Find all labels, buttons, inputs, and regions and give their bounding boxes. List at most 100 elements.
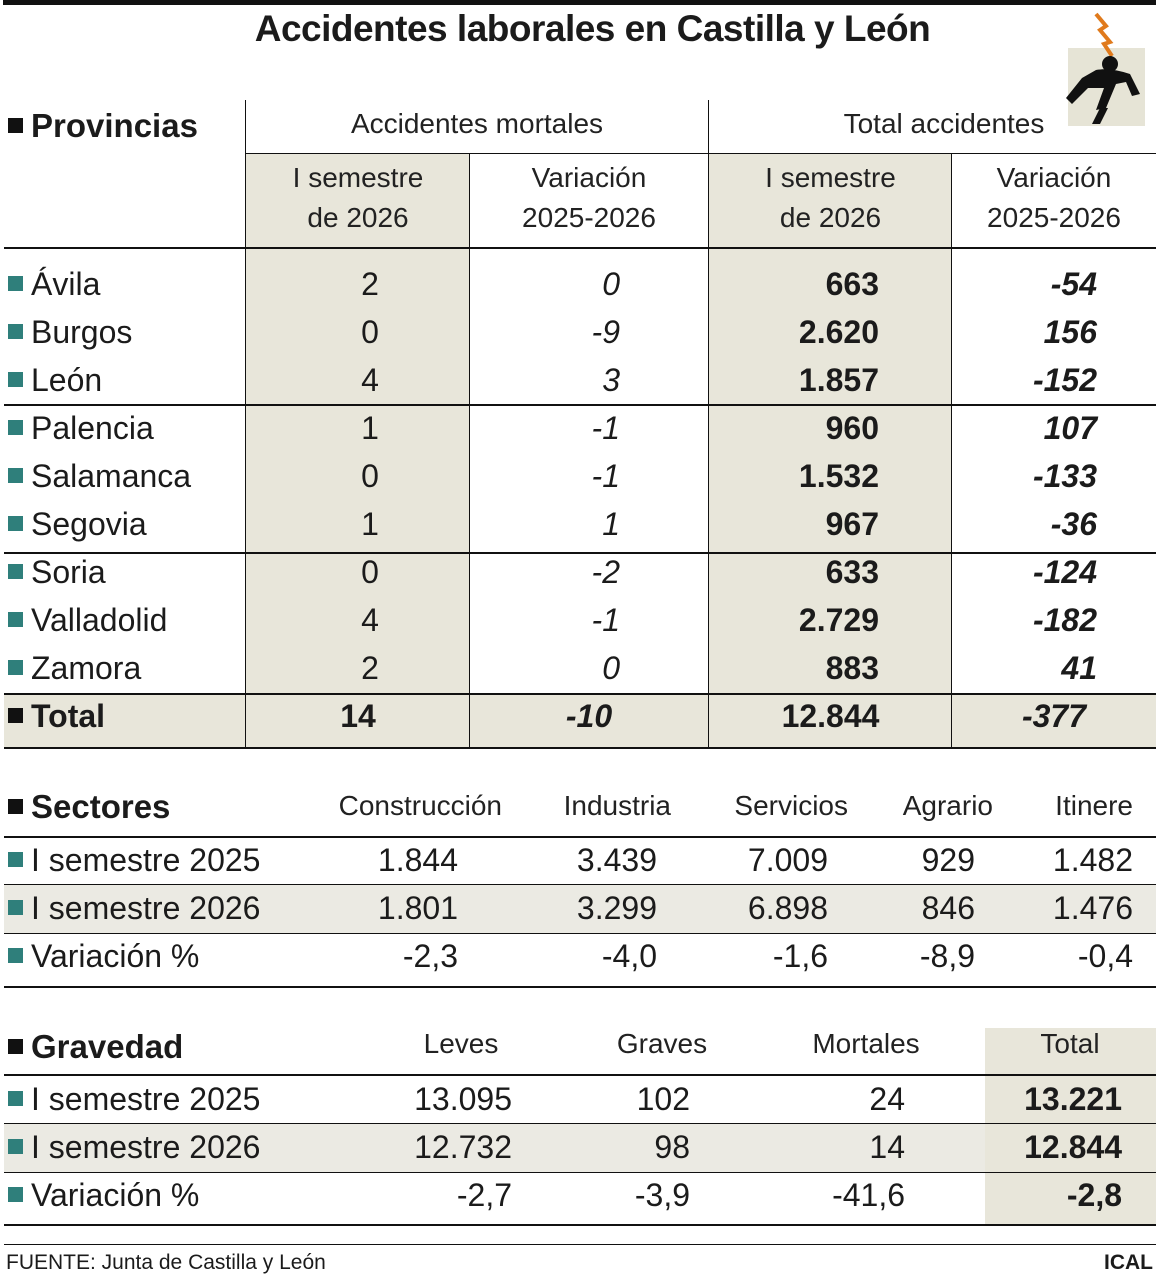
cell-t_sem: 633 xyxy=(825,554,879,590)
province-0-text: Ávila xyxy=(31,266,101,302)
shade-sectores-2026 xyxy=(4,885,1156,934)
subheader-mortales-semestre: I semestre de 2026 xyxy=(292,162,424,233)
bullet-square xyxy=(8,1139,23,1155)
cell-m_sem: 4 xyxy=(361,362,379,398)
cell-t_sem: 967 xyxy=(825,506,879,542)
province-total: Total xyxy=(8,698,105,735)
gravedad-cell: -3,9 xyxy=(634,1177,690,1213)
cell-t_var: -124 xyxy=(1032,554,1097,590)
gravedad-col-header: Total xyxy=(1040,1028,1100,1059)
sectores-cell: 6.898 xyxy=(747,890,828,926)
cell-t_sem: 663 xyxy=(825,266,879,302)
bullet-square xyxy=(8,324,23,340)
province-total-text: Total xyxy=(31,698,106,734)
province-8: Zamora xyxy=(8,650,141,687)
bullet-square xyxy=(8,900,23,916)
sectores-cell: 7.009 xyxy=(747,842,828,878)
shade-total-row xyxy=(4,694,1156,748)
bullet-square xyxy=(8,564,23,580)
cell-m_sem: 0 xyxy=(361,458,379,494)
total-t_var: -377 xyxy=(1021,698,1087,734)
section-sectores: Sectores xyxy=(8,788,170,826)
cell-t_sem: 2.620 xyxy=(798,314,879,350)
bullet-square xyxy=(8,1091,23,1107)
bullet-square xyxy=(8,420,23,436)
sectores-cell: -0,4 xyxy=(1077,938,1133,974)
sectores-row-0: I semestre 2025 xyxy=(8,842,260,879)
subheader-mortales-variacion: Variación 2025-2026 xyxy=(522,162,656,233)
sectores-cell: 1.801 xyxy=(377,890,458,926)
sectores-cell: 3.299 xyxy=(576,890,657,926)
gravedad-row-1: I semestre 2026 xyxy=(8,1129,260,1166)
gravedad-cell: 24 xyxy=(869,1081,905,1117)
sectores-cell: 1.482 xyxy=(1052,842,1133,878)
cell-m_sem: 0 xyxy=(361,554,379,590)
cell-t_var: 107 xyxy=(1043,410,1097,446)
gravedad-cell: 13.095 xyxy=(414,1081,512,1117)
province-6-text: Soria xyxy=(31,554,106,590)
sectores-cell: -8,9 xyxy=(919,938,975,974)
page-title: Accidentes laborales en Castilla y León xyxy=(254,8,931,49)
top-rule xyxy=(3,0,1156,5)
bullet-square xyxy=(8,372,23,388)
sectores-col-header: Agrario xyxy=(902,790,993,821)
cell-t_var: -54 xyxy=(1050,266,1097,302)
gravedad-row-0-text: I semestre 2025 xyxy=(31,1081,261,1117)
cell-m_sem: 0 xyxy=(361,314,379,350)
gravedad-col-header: Leves xyxy=(423,1028,499,1059)
province-3-text: Palencia xyxy=(31,410,154,446)
sectores-row-1: I semestre 2026 xyxy=(8,890,260,927)
cell-t_var: -152 xyxy=(1032,362,1097,398)
cell-t_var: 156 xyxy=(1043,314,1097,350)
province-6: Soria xyxy=(8,554,106,591)
gravedad-col-header: Graves xyxy=(616,1028,708,1059)
subheader-total-variacion: Variación 2025-2026 xyxy=(987,162,1121,233)
gravedad-cell: -41,6 xyxy=(832,1177,905,1213)
cell-t_sem: 1.857 xyxy=(798,362,879,398)
province-3: Palencia xyxy=(8,410,154,447)
cell-m_sem: 4 xyxy=(361,602,379,638)
section-gravedad: Gravedad xyxy=(8,1028,183,1066)
bullet-square xyxy=(8,516,23,532)
sectores-row-1-text: I semestre 2026 xyxy=(31,890,261,926)
header-accidentes-mortales: Accidentes mortales xyxy=(350,108,604,139)
cell-m_var: 3 xyxy=(602,362,620,398)
cell-m_var: -1 xyxy=(591,602,620,638)
shade-gravedad-total xyxy=(985,1028,1156,1224)
province-0: Ávila xyxy=(8,266,100,303)
electrocuted-worker-icon xyxy=(1066,12,1146,127)
gravedad-row-0: I semestre 2025 xyxy=(8,1081,260,1118)
cell-m_var: 0 xyxy=(602,266,620,302)
gravedad-cell: 12.844 xyxy=(1024,1129,1122,1165)
subheader-total-semestre: I semestre de 2026 xyxy=(765,162,896,233)
cell-t_sem: 2.729 xyxy=(798,602,879,638)
province-5-text: Segovia xyxy=(31,506,147,542)
cell-m_sem: 1 xyxy=(361,506,379,542)
shade-col-mortales xyxy=(246,154,470,694)
cell-t_var: 41 xyxy=(1061,650,1097,686)
sectores-row-2-text: Variación % xyxy=(31,938,200,974)
sectores-row-0-text: I semestre 2025 xyxy=(31,842,261,878)
bullet-square xyxy=(8,708,23,724)
province-2-text: León xyxy=(31,362,103,398)
gravedad-cell: 13.221 xyxy=(1024,1081,1122,1117)
cell-t_var: -36 xyxy=(1050,506,1097,542)
cell-t_sem: 960 xyxy=(825,410,879,446)
sectores-col-header: Industria xyxy=(563,790,671,821)
footer-source: FUENTE: Junta de Castilla y León xyxy=(6,1251,326,1274)
cell-m_sem: 2 xyxy=(361,650,379,686)
cell-t_var: -182 xyxy=(1032,602,1097,638)
bullet-square xyxy=(8,468,23,484)
sectores-cell: 1.844 xyxy=(377,842,458,878)
sectores-col-header: Itinere xyxy=(1055,790,1133,821)
gravedad-row-2: Variación % xyxy=(8,1177,199,1214)
total-m_var: -10 xyxy=(565,698,613,734)
province-7: Valladolid xyxy=(8,602,167,639)
cell-t_var: -133 xyxy=(1032,458,1097,494)
cell-t_sem: 1.532 xyxy=(798,458,879,494)
gravedad-cell: 102 xyxy=(636,1081,690,1117)
province-1: Burgos xyxy=(8,314,132,351)
cell-m_sem: 1 xyxy=(361,410,379,446)
province-1-text: Burgos xyxy=(31,314,133,350)
footer-credit: ICAL xyxy=(1104,1251,1153,1274)
